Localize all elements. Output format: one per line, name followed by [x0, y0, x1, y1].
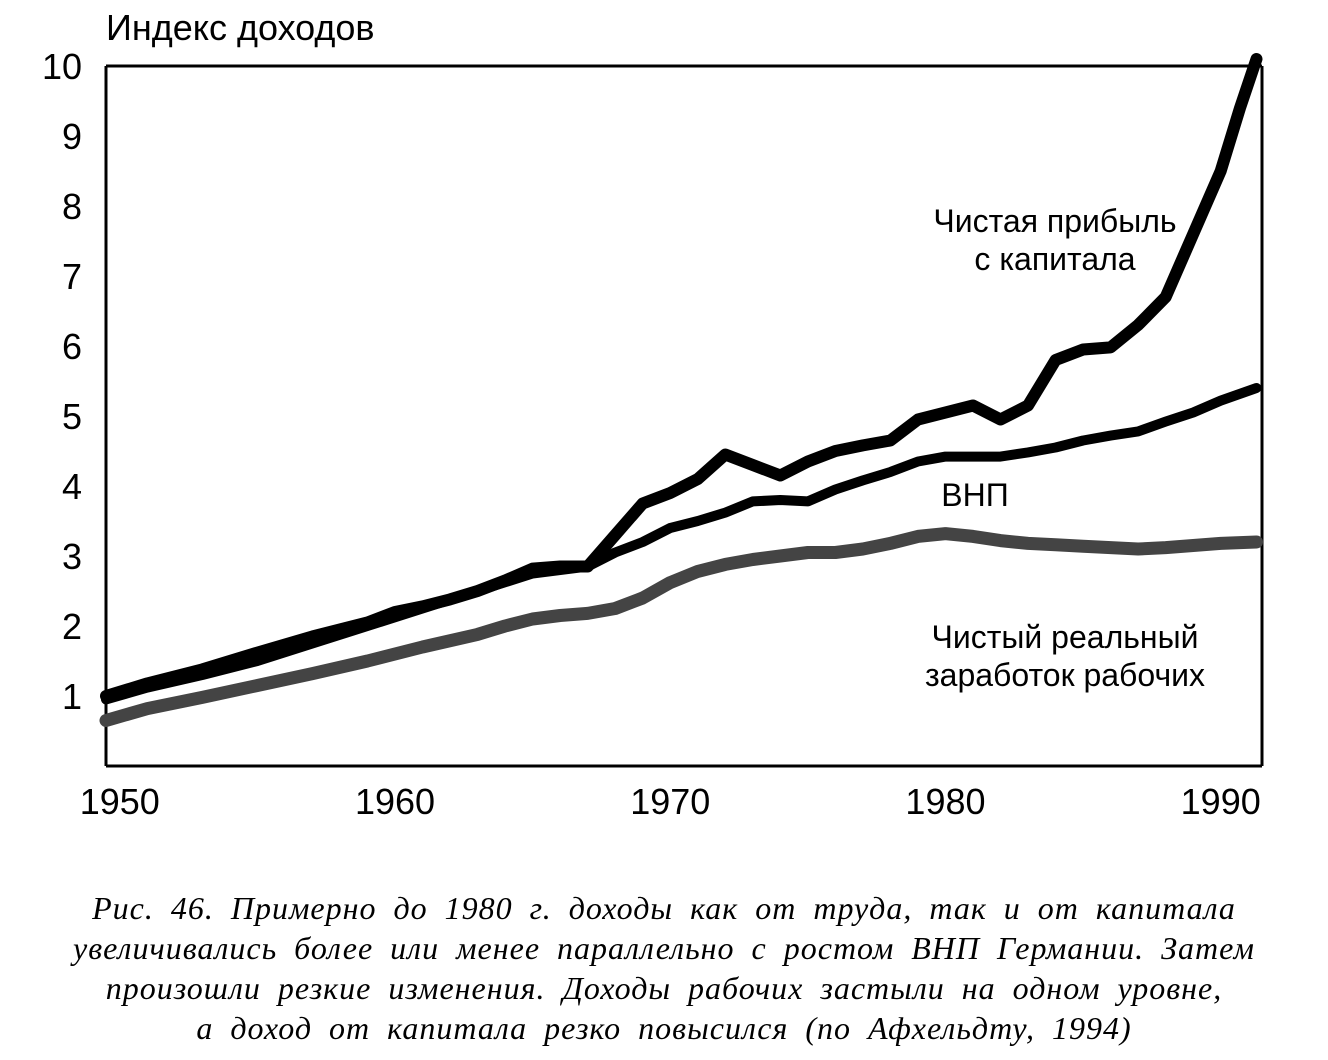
- y-tick-label: 10: [42, 46, 82, 87]
- series-line: [100, 53, 1263, 702]
- y-tick-label: 5: [62, 396, 82, 437]
- caption-line: увеличивались более или менее параллельн…: [73, 930, 1255, 966]
- x-tick-label: 1950: [80, 781, 160, 822]
- x-tick-label: 1970: [630, 781, 710, 822]
- series-line: [101, 383, 1262, 705]
- series-label: Чистая прибыль: [933, 203, 1176, 239]
- y-tick-label: 1: [62, 676, 82, 717]
- x-tick-labels: 1950 1960 1970 1980 1990: [80, 781, 1261, 822]
- y-tick-label: 9: [62, 116, 82, 157]
- figure-caption: Рис. 46. Примерно до 1980 г. доходы как …: [0, 888, 1328, 1048]
- y-axis-title: Индекс доходов: [106, 7, 375, 48]
- caption-line: Рис. 46. Примерно до 1980 г. доходы как …: [92, 890, 1236, 926]
- y-tick-labels: 1 2 3 4 5 6 7 8 9 10: [42, 46, 82, 717]
- x-tick-label: 1960: [355, 781, 435, 822]
- caption-line: а доход от капитала резко повысился (по …: [196, 1010, 1132, 1046]
- y-tick-label: 4: [62, 466, 82, 507]
- x-tick-label: 1980: [905, 781, 985, 822]
- x-tick-label: 1990: [1181, 781, 1261, 822]
- y-tick-label: 6: [62, 326, 82, 367]
- caption-line: произошли резкие изменения. Доходы рабоч…: [105, 970, 1223, 1006]
- series-label: Чистый реальный: [932, 619, 1199, 655]
- series-label: заработок рабочих: [925, 657, 1205, 693]
- y-tick-label: 7: [62, 256, 82, 297]
- y-tick-label: 3: [62, 536, 82, 577]
- y-tick-label: 8: [62, 186, 82, 227]
- y-tick-label: 2: [62, 606, 82, 647]
- series-line: [99, 527, 1263, 727]
- series-label: с капитала: [974, 241, 1135, 277]
- series-lines: [99, 53, 1263, 727]
- series-label: ВНП: [941, 477, 1008, 513]
